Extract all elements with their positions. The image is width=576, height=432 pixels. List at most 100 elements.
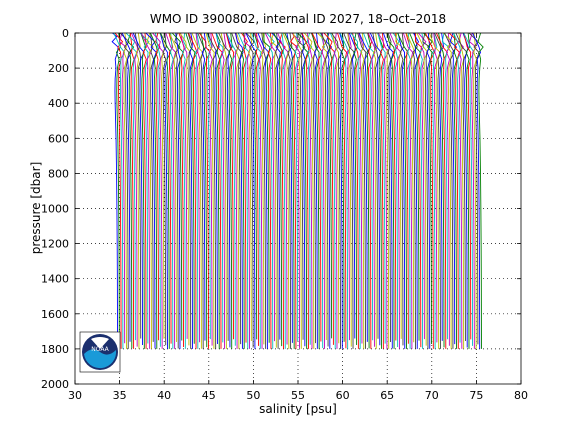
- profile-line: [399, 33, 405, 346]
- profile-line: [462, 33, 469, 348]
- profile-line: [463, 33, 475, 346]
- y-tick-label: 1000: [41, 203, 69, 216]
- profile-line: [245, 33, 257, 349]
- profile-line: [155, 33, 161, 341]
- profile-line: [247, 33, 253, 342]
- profile-line: [402, 33, 414, 349]
- profile-line: [189, 33, 194, 349]
- profile-line: [149, 33, 158, 349]
- y-axis-label: pressure [dbar]: [29, 162, 43, 255]
- profile-line: [241, 33, 248, 343]
- profile-line: [277, 33, 289, 345]
- profile-line: [446, 33, 451, 346]
- profile-line: [333, 33, 339, 349]
- profile-line: [455, 33, 468, 342]
- profile-line: [139, 33, 150, 344]
- profile-line: [397, 33, 406, 349]
- profile-line: [463, 33, 472, 340]
- profile-line: [131, 33, 138, 347]
- profile-line: [449, 33, 458, 345]
- x-tick-label: 40: [157, 389, 171, 402]
- profile-line: [372, 33, 379, 349]
- profile-line: [159, 33, 168, 349]
- profile-line: [291, 33, 302, 348]
- profile-line: [155, 33, 162, 347]
- profile-line: [434, 33, 442, 349]
- y-tick-label: 2000: [41, 378, 69, 391]
- profile-line: [301, 33, 310, 349]
- profile-line: [311, 33, 323, 342]
- profile-line: [294, 33, 299, 342]
- profile-line: [363, 33, 375, 341]
- profile-line: [327, 33, 333, 339]
- profile-line: [168, 33, 178, 343]
- profile-line: [181, 33, 187, 349]
- profile-line: [200, 33, 208, 348]
- x-tick-label: 35: [113, 389, 127, 402]
- profile-line: [405, 33, 416, 343]
- profile-line: [385, 33, 391, 349]
- axes: [74, 32, 522, 385]
- profile-line: [366, 33, 372, 349]
- profile-line: [257, 33, 270, 349]
- profile-line: [115, 33, 121, 345]
- profile-line: [357, 33, 367, 349]
- profile-line: [225, 33, 232, 348]
- x-tick-label: 55: [291, 389, 305, 402]
- profile-line: [301, 33, 306, 347]
- profile-line: [319, 33, 325, 349]
- profile-line: [320, 33, 330, 347]
- profile-line: [206, 33, 213, 340]
- profile-line: [424, 33, 435, 349]
- y-tick-label: 1400: [41, 273, 69, 286]
- logo-bird: [91, 337, 109, 349]
- profile-line: [201, 33, 207, 341]
- profile-line: [353, 33, 359, 346]
- profile-line: [140, 33, 147, 349]
- profile-line: [465, 33, 471, 349]
- profile-line: [134, 33, 142, 339]
- profile-line: [234, 33, 240, 349]
- profile-line: [438, 33, 445, 348]
- profile-line: [321, 33, 326, 349]
- profile-line: [231, 33, 243, 345]
- profile-line: [377, 33, 386, 344]
- profile-line: [297, 33, 309, 349]
- profile-line: [191, 33, 204, 349]
- profile-line: [348, 33, 356, 339]
- profile-line: [253, 33, 259, 340]
- profile-line: [392, 33, 400, 347]
- y-tick-label: 400: [48, 97, 69, 110]
- profile-line: [389, 33, 402, 349]
- profile-line: [271, 33, 282, 340]
- profile-line: [443, 33, 453, 349]
- profile-line: [405, 33, 411, 344]
- profile-line: [226, 33, 238, 346]
- profile-line: [453, 33, 462, 343]
- profile-line: [168, 33, 174, 344]
- x-tick-labels: 30 35 40 45 50 55 60 65 70 75 80: [68, 389, 528, 402]
- profile-line: [278, 33, 286, 349]
- profile-line: [339, 33, 350, 349]
- profile-line: [195, 33, 201, 343]
- profile-line: [367, 33, 376, 347]
- profile-line: [306, 33, 313, 345]
- profile-line: [235, 33, 244, 349]
- profile-line: [251, 33, 262, 349]
- profile-line: [417, 33, 427, 340]
- logo-wave: [84, 349, 117, 369]
- y-tick-label: 0: [62, 27, 69, 40]
- profile-line: [416, 33, 429, 346]
- profile-line: [159, 33, 166, 339]
- profile-line: [127, 33, 135, 349]
- y-tick-label: 800: [48, 167, 69, 180]
- profile-line: [135, 33, 141, 349]
- profile-line: [426, 33, 431, 349]
- profile-line: [282, 33, 290, 349]
- profile-line: [397, 33, 409, 349]
- profile-line: [323, 33, 336, 345]
- profile-line: [211, 33, 223, 349]
- profile-line: [372, 33, 379, 339]
- profile-line: [169, 33, 174, 349]
